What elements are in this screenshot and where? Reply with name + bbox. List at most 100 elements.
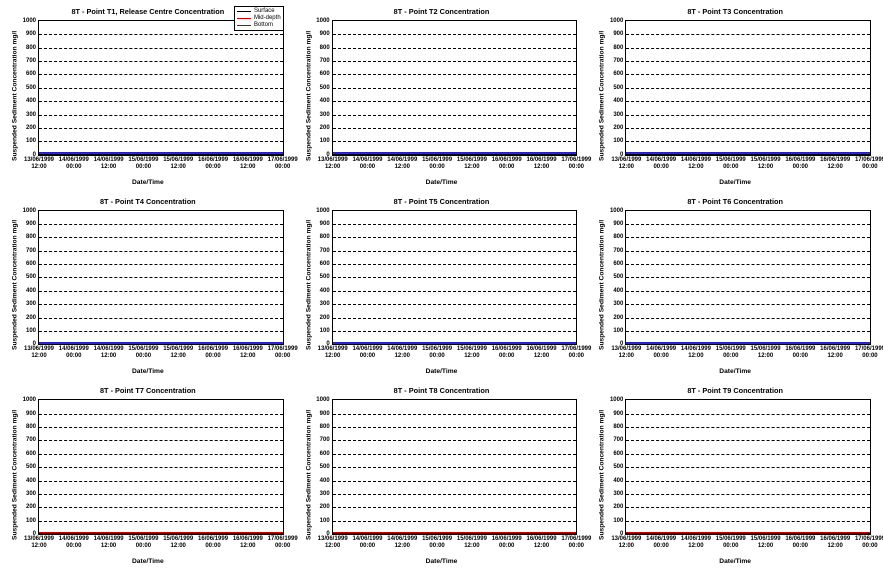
y-tick-label: 500 — [26, 464, 36, 470]
x-axis-label: Date/Time — [593, 368, 877, 375]
series-surface — [626, 154, 870, 155]
page-root: 8T - Point T1, Release Centre Concentrat… — [0, 0, 883, 571]
gridline — [333, 454, 577, 455]
y-tick-label: 1000 — [23, 208, 36, 214]
chart-panel: 8T - Point T4 ConcentrationSuspended Sed… — [6, 196, 290, 376]
y-tick-label: 500 — [320, 274, 330, 280]
x-tick-label: 17/06/199900:00 — [561, 346, 591, 360]
gridline — [626, 141, 870, 142]
x-tick-label: 14/06/199912:00 — [387, 157, 417, 171]
gridline — [333, 304, 577, 305]
x-tick-label: 14/06/199900:00 — [646, 536, 676, 550]
gridline — [626, 331, 870, 332]
gridline — [333, 141, 577, 142]
gridline — [39, 331, 283, 332]
gridline — [39, 141, 283, 142]
x-tick-label: 15/06/199900:00 — [128, 536, 158, 550]
chart-panel: 8T - Point T3 ConcentrationSuspended Sed… — [593, 6, 877, 186]
y-axis-label: Suspended Sediment Concentration mg/l — [12, 220, 19, 350]
chart-panel: 8T - Point T2 ConcentrationSuspended Sed… — [300, 6, 584, 186]
plot-area: 0100200300400500600700800900100013/06/19… — [625, 210, 871, 346]
gridline — [333, 224, 577, 225]
y-tick-label: 500 — [320, 85, 330, 91]
x-tick-label: 13/06/199912:00 — [24, 536, 54, 550]
gridline — [333, 440, 577, 441]
legend-label: Bottom — [254, 22, 273, 29]
gridline — [626, 277, 870, 278]
y-tick-label: 100 — [26, 138, 36, 144]
plot-area: 0100200300400500600700800900100013/06/19… — [332, 399, 578, 535]
x-tick-label: 13/06/199912:00 — [611, 346, 641, 360]
y-tick-label: 800 — [613, 45, 623, 51]
x-tick-label: 15/06/199900:00 — [128, 157, 158, 171]
gridline — [333, 507, 577, 508]
y-tick-label: 1000 — [316, 208, 329, 214]
y-tick-label: 700 — [320, 58, 330, 64]
x-tick-label: 14/06/199912:00 — [681, 346, 711, 360]
y-tick-label: 1000 — [316, 18, 329, 24]
x-tick-label: 14/06/199912:00 — [94, 536, 124, 550]
y-tick-label: 600 — [613, 71, 623, 77]
gridline — [39, 318, 283, 319]
x-tick-label: 15/06/199900:00 — [422, 157, 452, 171]
y-tick-label: 600 — [613, 451, 623, 457]
y-tick-label: 400 — [613, 288, 623, 294]
series-surface — [626, 344, 870, 345]
y-tick-label: 600 — [26, 261, 36, 267]
x-tick-label: 16/06/199912:00 — [527, 346, 557, 360]
y-tick-label: 300 — [320, 491, 330, 497]
gridline — [626, 224, 870, 225]
gridline — [626, 74, 870, 75]
x-tick-label: 13/06/199912:00 — [611, 536, 641, 550]
gridline — [39, 521, 283, 522]
y-tick-label: 900 — [613, 411, 623, 417]
x-tick-label: 15/06/199912:00 — [751, 536, 781, 550]
y-tick-label: 300 — [26, 301, 36, 307]
chart-panel: 8T - Point T7 ConcentrationSuspended Sed… — [6, 385, 290, 565]
y-tick-label: 700 — [613, 58, 623, 64]
plot-area: 0100200300400500600700800900100013/06/19… — [38, 20, 284, 156]
y-tick-label: 800 — [320, 234, 330, 240]
x-tick-label: 15/06/199912:00 — [457, 346, 487, 360]
gridline — [39, 101, 283, 102]
y-tick-label: 500 — [26, 85, 36, 91]
y-tick-label: 300 — [613, 112, 623, 118]
y-axis-label: Suspended Sediment Concentration mg/l — [305, 31, 312, 161]
x-tick-label: 13/06/199912:00 — [24, 157, 54, 171]
gridline — [39, 414, 283, 415]
x-tick-label: 14/06/199912:00 — [387, 536, 417, 550]
y-axis-label: Suspended Sediment Concentration mg/l — [12, 31, 19, 161]
y-tick-label: 400 — [613, 98, 623, 104]
plot-area: 0100200300400500600700800900100013/06/19… — [332, 20, 578, 156]
gridline — [626, 128, 870, 129]
gridline — [333, 115, 577, 116]
y-axis-label: Suspended Sediment Concentration mg/l — [12, 410, 19, 540]
x-tick-label: 14/06/199912:00 — [94, 346, 124, 360]
x-tick-label: 17/06/199900:00 — [268, 157, 298, 171]
gridline — [333, 277, 577, 278]
y-tick-label: 800 — [320, 45, 330, 51]
gridline — [39, 494, 283, 495]
x-tick-label: 15/06/199912:00 — [163, 536, 193, 550]
legend-label: Mid-depth — [254, 15, 281, 22]
gridline — [333, 414, 577, 415]
x-tick-label: 14/06/199900:00 — [59, 346, 89, 360]
gridline — [333, 48, 577, 49]
x-tick-label: 15/06/199912:00 — [163, 346, 193, 360]
x-axis-label: Date/Time — [6, 368, 290, 375]
gridline — [626, 454, 870, 455]
series-surface — [39, 154, 283, 155]
legend: SurfaceMid-depthBottom — [234, 6, 284, 31]
y-tick-label: 900 — [613, 221, 623, 227]
gridline — [626, 61, 870, 62]
y-tick-label: 900 — [320, 411, 330, 417]
chart-panel: 8T - Point T8 ConcentrationSuspended Sed… — [300, 385, 584, 565]
y-tick-label: 800 — [613, 234, 623, 240]
x-tick-label: 14/06/199912:00 — [94, 157, 124, 171]
gridline — [39, 61, 283, 62]
x-tick-label: 16/06/199900:00 — [785, 536, 815, 550]
x-tick-label: 14/06/199900:00 — [646, 346, 676, 360]
x-axis-label: Date/Time — [300, 558, 584, 565]
gridline — [626, 414, 870, 415]
y-tick-label: 100 — [320, 328, 330, 334]
